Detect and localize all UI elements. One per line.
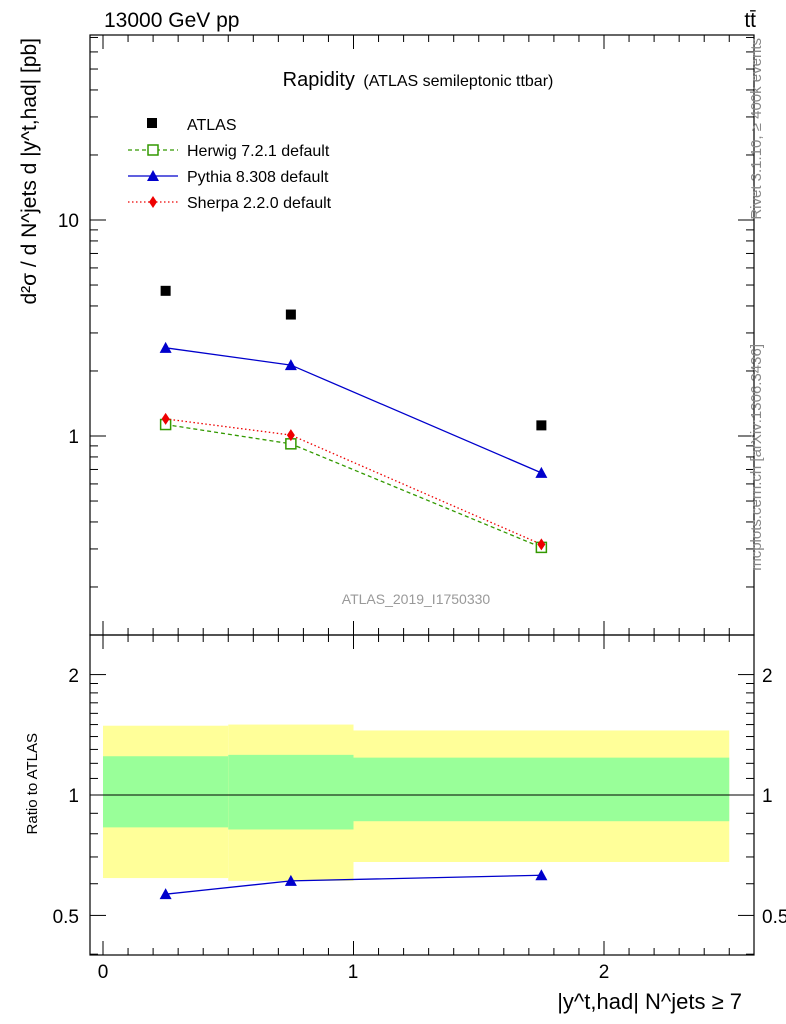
point-sherpa-0: [161, 412, 170, 425]
point-pythia-1: [284, 359, 297, 371]
band-stat-bin-1: [228, 754, 354, 830]
ratio-point-pythia-1: [284, 874, 297, 886]
plot-title-group: Rapidity (ATLAS semileptonic ttbar): [283, 69, 554, 91]
ratio-ytick-label-right-1: 1: [762, 786, 773, 807]
legend-label-herwig: Herwig 7.2.1 default: [187, 143, 330, 160]
ratio-ytick-label-right-2: 2: [762, 666, 773, 687]
ratio-ytick-label-left-0.5: 0.5: [53, 907, 79, 928]
ratio-ytick-label-left-2: 2: [68, 666, 79, 687]
axis-ticks: [90, 35, 754, 955]
source-label: mcplots.cern.ch [arXiv:1306.3436]: [748, 344, 765, 571]
point-sherpa-2: [537, 538, 546, 551]
band-stat-bin-2: [353, 757, 730, 822]
point-atlas-2: [536, 420, 547, 431]
ratio-uncertainty-bands: [103, 724, 730, 881]
energy-label: 13000 GeV pp: [104, 9, 239, 32]
xtick-label-2: 2: [599, 962, 610, 983]
point-atlas-1: [285, 309, 296, 320]
legend-label-sherpa: Sherpa 2.2.0 default: [187, 195, 332, 212]
rivet-label: Rivet 3.1.10, ≥ 400k events: [748, 38, 765, 220]
point-pythia-0: [159, 341, 172, 353]
legend-marker-sherpa: [149, 196, 157, 208]
legend-marker-herwig: [147, 144, 159, 156]
series-line-sherpa: [165, 418, 542, 545]
plot-title: Rapidity: [283, 69, 355, 91]
process-label: tt̄: [744, 9, 756, 32]
ratio-point-pythia-0: [159, 888, 172, 900]
ratio-yaxis-label: Ratio to ATLAS: [24, 733, 41, 834]
plot-subtitle: (ATLAS semileptonic ttbar): [363, 73, 553, 90]
legend-label-atlas: ATLAS: [187, 117, 237, 134]
legend: ATLAS Herwig 7.2.1 default Pythia 8.308 …: [128, 117, 332, 212]
ratio-ytick-label-left-1: 1: [68, 786, 79, 807]
ratio-point-pythia-2: [535, 869, 548, 881]
band-stat-bin-0: [103, 756, 229, 828]
point-sherpa-1: [286, 429, 295, 442]
ratio-ytick-label-right-0.5: 0.5: [762, 907, 786, 928]
main-ytick-label-10: 10: [58, 211, 79, 232]
point-pythia-2: [535, 466, 548, 478]
legend-marker-atlas: [147, 118, 157, 128]
main-yaxis-label: d²σ / d N^jets d |y^t,had| [pb]: [18, 38, 41, 305]
legend-marker-pythia: [147, 170, 159, 181]
ratio-series-group: [159, 869, 548, 900]
analysis-label: ATLAS_2019_I1750330: [342, 591, 491, 607]
series-line-pythia: [165, 347, 542, 474]
series-line-herwig: [165, 423, 542, 548]
main-ytick-label-1: 1: [68, 427, 79, 448]
xaxis-label: |y^t,had| N^jets ≥ 7: [557, 989, 742, 1014]
main-series-group: [159, 285, 548, 554]
xtick-label-1: 1: [348, 962, 359, 983]
point-atlas-0: [160, 285, 171, 296]
legend-label-pythia: Pythia 8.308 default: [187, 169, 329, 186]
xtick-label-0: 0: [98, 962, 109, 983]
